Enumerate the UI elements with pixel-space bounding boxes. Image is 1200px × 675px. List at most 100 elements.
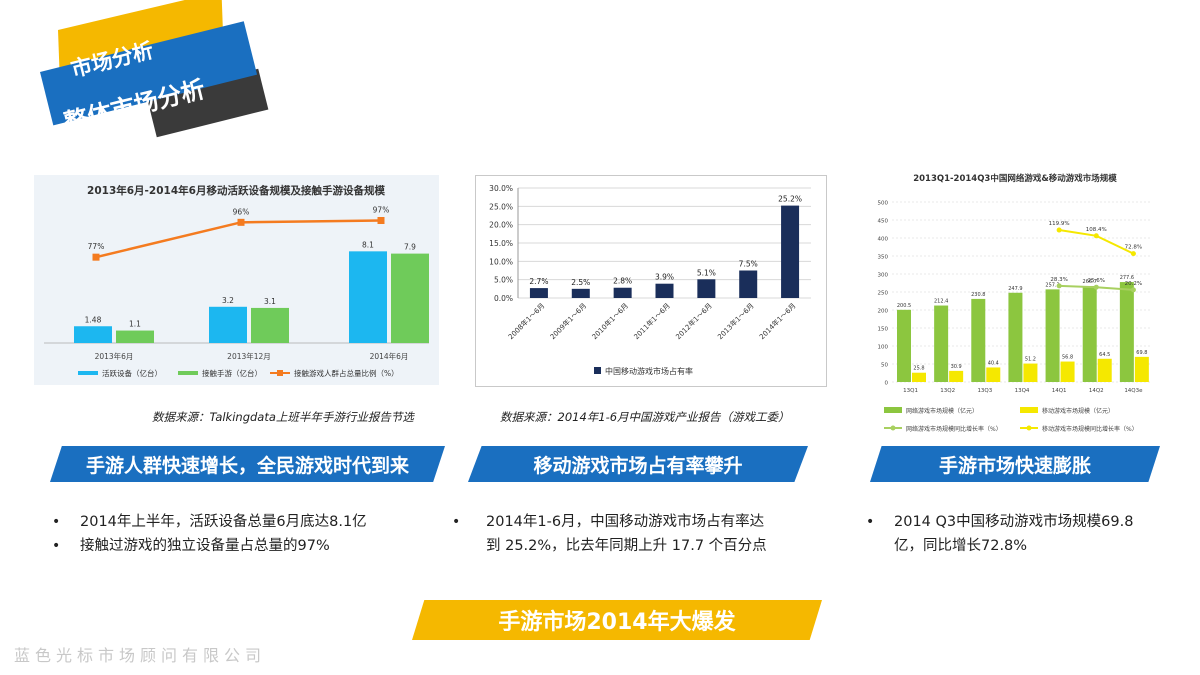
bullet-text: 到 25.2%，比去年同期上升 17.7 个百分点 xyxy=(486,538,767,554)
chart3-legend-marker-online-growth xyxy=(890,425,896,431)
chart3-bar-label: 247.9 xyxy=(1008,286,1022,292)
bullets-col3: • 2014 Q3中国移动游戏市场规模69.8 亿，同比增长72.8% xyxy=(866,510,1196,558)
chart1-bar xyxy=(391,253,429,343)
legend-active-label: 活跃设备（亿台） xyxy=(102,368,162,378)
chart3-ytick: 150 xyxy=(878,327,889,333)
chart2-bar xyxy=(529,288,548,298)
chart2-bar xyxy=(613,287,632,298)
list-item: • 2014年上半年，活跃设备总量6月底达8.1亿 xyxy=(52,510,452,534)
chart3-legend-swatch-mobile xyxy=(1020,407,1038,413)
chart3-growth-label: 108.4% xyxy=(1086,227,1107,233)
chart2-svg: 0.0% 5.0% 10.0% 15.0% 20.0% 25.0% 30.0% 2.7% 2.… xyxy=(489,184,811,376)
chart1-bar xyxy=(251,307,289,343)
chart2-bar-label: 7.5% xyxy=(739,260,758,269)
chart2-bar xyxy=(571,288,590,298)
chart2-bar xyxy=(697,279,716,298)
chart1-svg: 2013年6月-2014年6月移动活跃设备规模及接触手游设备规模 1.48 1.1… xyxy=(44,184,429,378)
chart2-ytick: 0.0% xyxy=(494,294,513,303)
chart3-bar xyxy=(1134,356,1149,382)
bullet-text: 亿，同比增长72.8% xyxy=(894,538,1028,554)
chart2-bar-label: 5.1% xyxy=(697,268,716,277)
chart2-category-label: 2013年1～6月 xyxy=(716,301,756,341)
chart1-bar-label: 1.1 xyxy=(129,320,141,329)
banner-market-share: 移动游戏市场占有率攀升 xyxy=(468,446,808,482)
chart3-bar xyxy=(912,372,926,382)
chart2-ytick: 10.0% xyxy=(489,257,513,266)
chart3-bar-label: 51.2 xyxy=(1025,357,1036,363)
bullet-text: 2014年1-6月，中国移动游戏市场占有率达 xyxy=(486,514,765,530)
chart1-bar-label: 1.48 xyxy=(85,315,102,324)
chart3-growth-point xyxy=(1093,284,1099,290)
chart3-legend-marker-mobile-growth xyxy=(1026,425,1032,431)
chart1-ratio-label: 96% xyxy=(233,207,250,216)
chart3-title: 2013Q1-2014Q3中国网络游戏&移动游戏市场规模 xyxy=(913,173,1117,184)
chart2-category-label: 2010年1～6月 xyxy=(590,301,630,341)
chart3-bar-label: 212.4 xyxy=(934,299,948,305)
chart3-growth-point xyxy=(1056,283,1062,289)
chart3-ytick: 250 xyxy=(878,291,889,297)
list-item: • 2014 Q3中国移动游戏市场规模69.8 xyxy=(866,510,1196,534)
banner-players-growth: 手游人群快速增长，全民游戏时代到来 xyxy=(50,446,445,482)
bullets-col1: • 2014年上半年，活跃设备总量6月底达8.1亿 • 接触过游戏的独立设备量占总量… xyxy=(52,510,452,558)
chart1-bar-label: 8.1 xyxy=(362,240,374,249)
chart2-bar-label: 2.5% xyxy=(571,278,590,287)
bullet-text: 接触过游戏的独立设备量占总量的97% xyxy=(80,538,330,554)
chart3-growth-label: 119.9% xyxy=(1049,221,1070,227)
chart2-bar-label: 3.9% xyxy=(655,273,674,282)
chart3-legend-swatch-online xyxy=(884,407,902,413)
chart1-title: 2013年6月-2014年6月移动活跃设备规模及接触手游设备规模 xyxy=(87,184,385,197)
chart1-bar-label: 3.1 xyxy=(264,297,276,306)
chart1-panel: 2013年6月-2014年6月移动活跃设备规模及接触手游设备规模 1.48 1.1… xyxy=(34,175,439,385)
chart2-category-label: 2014年1～6月 xyxy=(757,301,797,341)
chart3-ytick: 200 xyxy=(878,309,889,315)
chart1-bar-label: 3.2 xyxy=(222,296,234,305)
chart3-growth-point xyxy=(1130,287,1136,293)
chart3-ytick: 300 xyxy=(878,273,889,279)
chart3-growth-label: 20.2% xyxy=(1125,281,1142,287)
highlight-banner: 手游市场2014年大爆发 xyxy=(412,600,822,640)
chart3-panel: 2013Q1-2014Q3中国网络游戏&移动游戏市场规模 0 50 100 150 20… xyxy=(870,160,1160,442)
chart3-svg: 2013Q1-2014Q3中国网络游戏&移动游戏市场规模 0 50 100 150 20… xyxy=(878,173,1152,433)
chart1-category-label: 2013年6月 xyxy=(95,351,134,361)
chart3-bar xyxy=(934,305,949,382)
chart3-growth-point xyxy=(1130,251,1136,257)
chart3-bar-label: 30.9 xyxy=(951,364,962,370)
bullet-text: 2014 Q3中国移动游戏市场规模69.8 xyxy=(894,514,1134,530)
chart3-bar xyxy=(949,370,964,382)
chart1-ratio-label: 77% xyxy=(88,242,105,251)
chart3-legend-mobile: 移动游戏市场规模（亿元） xyxy=(1042,407,1114,415)
bullets-col2: • 2014年1-6月，中国移动游戏市场占有率达 到 25.2%，比去年同期上升 … xyxy=(452,510,832,558)
chart3-category-label: 13Q4 xyxy=(1015,388,1030,394)
chart1-ratio-point xyxy=(237,218,245,226)
chart3-ytick: 100 xyxy=(878,345,889,351)
chart1-ratio-point xyxy=(92,253,100,261)
legend-swatch-games xyxy=(178,371,198,375)
chart3-bar-label: 25.8 xyxy=(913,366,924,372)
chart2-source: 数据来源：2014年1-6月中国游戏产业报告（游戏工委） xyxy=(500,410,790,424)
chart2-bar-label: 2.8% xyxy=(613,277,632,286)
chart3-legend-mobile-growth: 移动游戏市场规模同比增长率（%） xyxy=(1042,425,1138,433)
chart3-category-label: 14Q1 xyxy=(1052,388,1067,394)
chart3-ytick: 50 xyxy=(881,363,888,369)
chart3-bar-label: 257.3 xyxy=(1045,282,1059,288)
chart2-ytick: 30.0% xyxy=(489,184,513,193)
chart2-legend-swatch xyxy=(594,367,601,374)
chart3-legend-online-growth: 网络游戏市场规模同比增长率（%） xyxy=(906,425,1002,433)
chart2-category-label: 2008年1～6月 xyxy=(506,301,546,341)
chart3-category-label: 14Q2 xyxy=(1089,388,1104,394)
chart3-category-label: 13Q3 xyxy=(977,388,992,394)
banner-market-expansion: 手游市场快速膨胀 xyxy=(870,446,1160,482)
chart3-category-label: 13Q1 xyxy=(903,388,918,394)
chart3-bar xyxy=(897,309,911,382)
chart2-legend-label: 中国移动游戏市场占有率 xyxy=(605,366,693,376)
chart1-bar xyxy=(209,306,247,343)
chart2-category-label: 2009年1～6月 xyxy=(548,301,588,341)
chart2-bar xyxy=(781,205,800,298)
chart3-bar xyxy=(1023,363,1038,382)
bullet-text: 2014年上半年，活跃设备总量6月底达8.1亿 xyxy=(80,514,367,530)
chart3-bar xyxy=(1060,361,1075,382)
chart1-ratio-label: 97% xyxy=(373,206,390,215)
chart3-growth-point xyxy=(1056,227,1062,233)
chart3-growth-point xyxy=(1093,233,1099,239)
chart3-bar-label: 277.6 xyxy=(1120,275,1134,281)
